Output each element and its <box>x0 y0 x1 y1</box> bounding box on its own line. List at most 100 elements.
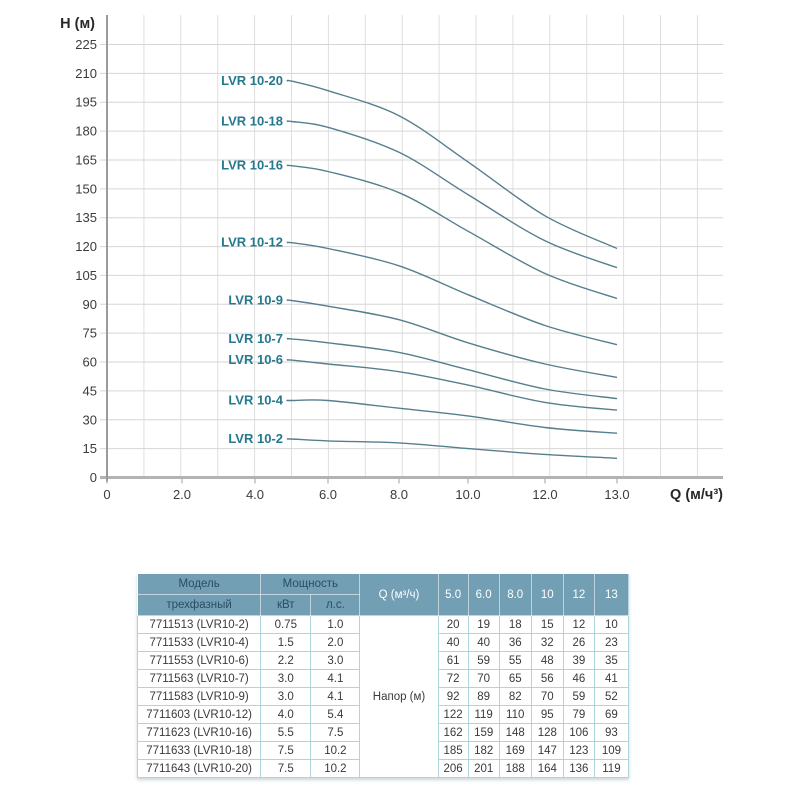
kw-cell: 1.5 <box>260 633 312 652</box>
curve-lvr-10-20 <box>286 79 618 250</box>
napor-value-cell-4: 12 <box>562 615 595 634</box>
napor-value-cell-1: 201 <box>467 759 500 778</box>
table-row-0: 7711513 (LVR10-2) 0.75 1.0 Напор (м) 20 19 18 1… <box>136 615 630 778</box>
curve-group-lvr-10-7: LVR 10-7 <box>228 331 618 400</box>
model-cell: 7711643 (LVR10-20) <box>136 759 262 778</box>
y-tick-label: 195 <box>75 95 97 110</box>
napor-value-cell-2: 82 <box>498 687 532 706</box>
pump-spec-table: Модель Мощность Q (м³/ч) 5.0 6.0 8.0 10 12 13 тре… <box>136 573 630 778</box>
curve-group-lvr-10-18: LVR 10-18 <box>221 113 618 269</box>
curve-group-lvr-10-9: LVR 10-9 <box>228 292 618 379</box>
x-tick-label: 12.0 <box>532 487 557 502</box>
napor-value-cell-3: 15 <box>530 615 564 634</box>
hp-cell: 10.2 <box>310 759 361 778</box>
curve-label-lvr-10-16: LVR 10-16 <box>221 158 283 173</box>
model-cell: 7711513 (LVR10-2) <box>136 615 262 634</box>
napor-value-cell-2: 188 <box>498 759 532 778</box>
napor-value-cell-2: 65 <box>498 669 532 688</box>
x-tick-label: 13.0 <box>604 487 629 502</box>
y-axis-title: H (м) <box>60 16 95 32</box>
header-power-hp: л.с. <box>310 594 361 616</box>
napor-value-cell-4: 39 <box>562 651 595 670</box>
model-cell: 7711533 (LVR10-4) <box>136 633 262 652</box>
curve-group-lvr-10-6: LVR 10-6 <box>228 352 618 411</box>
x-tick-label: 10.0 <box>455 487 480 502</box>
curve-label-lvr-10-4: LVR 10-4 <box>228 393 283 408</box>
model-cell: 7711583 (LVR10-9) <box>136 687 262 706</box>
x-tick-label: 8.0 <box>390 487 408 502</box>
kw-cell: 0.75 <box>260 615 312 634</box>
napor-value-cell-0: 61 <box>437 651 469 670</box>
header-q-value-2: 8.0 <box>498 573 532 616</box>
napor-value-cell-4: 136 <box>562 759 595 778</box>
curve-label-lvr-10-12: LVR 10-12 <box>221 235 283 250</box>
napor-value-cell-0: 206 <box>437 759 469 778</box>
kw-cell: 3.0 <box>260 687 312 706</box>
hp-cell: 10.2 <box>310 741 361 760</box>
napor-value-cell-5: 52 <box>593 687 630 706</box>
header-q-value-0: 5.0 <box>437 573 469 616</box>
napor-value-cell-3: 32 <box>530 633 564 652</box>
curve-label-lvr-10-7: LVR 10-7 <box>228 331 283 346</box>
table-row-7: 7711633 (LVR10-18) 7.5 10.2 185 182 169 147 123… <box>136 741 630 760</box>
napor-value-cell-3: 48 <box>530 651 564 670</box>
x-tick-label: 0 <box>103 487 110 502</box>
table-row-3: 7711563 (LVR10-7) 3.0 4.1 72 70 65 56 46 41 <box>136 669 630 688</box>
curve-label-lvr-10-2: LVR 10-2 <box>228 431 283 446</box>
napor-value-cell-1: 89 <box>467 687 500 706</box>
table-row-4: 7711583 (LVR10-9) 3.0 4.1 92 89 82 70 59 52 <box>136 687 630 706</box>
kw-cell: 3.0 <box>260 669 312 688</box>
napor-value-cell-1: 119 <box>467 705 500 724</box>
y-tick-label: 15 <box>83 441 97 456</box>
table-row-2: 7711553 (LVR10-6) 2.2 3.0 61 59 55 48 39 35 <box>136 651 630 670</box>
curve-lvr-10-12 <box>286 241 618 346</box>
hp-cell: 4.1 <box>310 669 361 688</box>
curve-group-lvr-10-12: LVR 10-12 <box>221 235 618 346</box>
napor-value-cell-1: 59 <box>467 651 500 670</box>
napor-merged-cell: Напор (м) <box>359 615 439 778</box>
napor-value-cell-4: 106 <box>562 723 595 742</box>
curve-lvr-10-9 <box>286 299 618 379</box>
napor-value-cell-3: 95 <box>530 705 564 724</box>
napor-value-cell-5: 35 <box>593 651 630 670</box>
napor-value-cell-5: 93 <box>593 723 630 742</box>
model-cell: 7711553 (LVR10-6) <box>136 651 262 670</box>
pump-performance-chart: 0 2.0 4.0 6.0 8.0 10.0 12.0 13.0 0 15 30 45 60 75 90 10… <box>60 15 723 503</box>
napor-value-cell-0: 92 <box>437 687 469 706</box>
kw-cell: 7.5 <box>260 759 312 778</box>
header-q-value-5: 13 <box>593 573 630 616</box>
model-cell: 7711633 (LVR10-18) <box>136 741 262 760</box>
napor-value-cell-5: 119 <box>593 759 630 778</box>
header-q-title: Q (м³/ч) <box>359 573 439 616</box>
napor-value-cell-1: 70 <box>467 669 500 688</box>
y-tick-label: 150 <box>75 181 97 196</box>
header-power-kw: кВт <box>260 594 312 616</box>
curve-lvr-10-16 <box>286 164 618 300</box>
napor-value-cell-5: 23 <box>593 633 630 652</box>
napor-value-cell-1: 19 <box>467 615 500 634</box>
header-model-subtitle: трехфазный <box>136 594 262 616</box>
y-tick-label: 120 <box>75 239 97 254</box>
pump-curves-svg: 0 2.0 4.0 6.0 8.0 10.0 12.0 13.0 0 15 30 45 60 75 90 10… <box>60 15 723 503</box>
y-tick-label: 180 <box>75 124 97 139</box>
napor-value-cell-3: 147 <box>530 741 564 760</box>
model-cell: 7711623 (LVR10-16) <box>136 723 262 742</box>
spec-table-body: 7711513 (LVR10-2) 0.75 1.0 Напор (м) 20 19 18 1… <box>136 615 630 778</box>
curve-group-lvr-10-16: LVR 10-16 <box>221 158 618 300</box>
x-axis-title: Q (м/ч³) <box>670 487 723 503</box>
napor-value-cell-2: 36 <box>498 633 532 652</box>
y-tick-label: 75 <box>83 326 97 341</box>
y-tick-label: 30 <box>83 412 97 427</box>
napor-value-cell-1: 159 <box>467 723 500 742</box>
hp-cell: 5.4 <box>310 705 361 724</box>
napor-value-cell-1: 40 <box>467 633 500 652</box>
y-tick-label: 210 <box>75 66 97 81</box>
napor-value-cell-1: 182 <box>467 741 500 760</box>
napor-value-cell-5: 10 <box>593 615 630 634</box>
napor-value-cell-0: 162 <box>437 723 469 742</box>
curve-lvr-10-18 <box>286 120 618 269</box>
header-q-value-3: 10 <box>530 573 564 616</box>
napor-value-cell-3: 70 <box>530 687 564 706</box>
kw-cell: 7.5 <box>260 741 312 760</box>
y-tick-label: 135 <box>75 210 97 225</box>
